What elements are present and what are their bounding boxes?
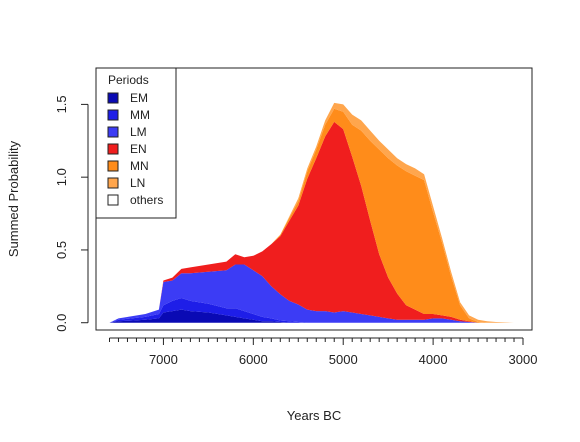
area-ln <box>109 102 523 323</box>
y-axis-label: Summed Probability <box>6 140 21 257</box>
y-tick-label: 1.5 <box>54 95 69 113</box>
legend-label-en: EN <box>130 142 147 156</box>
x-axis-label: Years BC <box>287 408 341 423</box>
legend-swatch-ln <box>107 177 119 189</box>
legend-swatch-others <box>107 194 119 206</box>
x-axis: 7000 6000 5000 4000 3000 <box>108 337 538 367</box>
legend-title: Periods <box>108 73 149 87</box>
legend-swatch-em <box>107 92 119 104</box>
x-tick-label: 7000 <box>149 352 178 367</box>
x-tick-label: 4000 <box>419 352 448 367</box>
area-layers <box>109 102 523 323</box>
area-lm <box>109 264 523 323</box>
legend: Periods EM MM LM EN MN LN others <box>95 67 177 219</box>
y-tick-label: 0.5 <box>54 241 69 259</box>
area-mn <box>109 108 523 323</box>
legend-swatch-mm <box>107 109 119 121</box>
x-tick-label: 5000 <box>329 352 358 367</box>
legend-label-mm: MM <box>130 108 150 122</box>
legend-label-ln: LN <box>130 176 145 190</box>
legend-label-others: others <box>130 193 163 207</box>
legend-swatch-lm <box>107 126 119 138</box>
legend-label-mn: MN <box>130 159 149 173</box>
area-mm <box>109 298 523 323</box>
legend-swatch-en <box>107 143 119 155</box>
y-tick-label: 0.0 <box>54 314 69 332</box>
legend-label-lm: LM <box>130 125 147 139</box>
y-axis: 0.0 0.5 1.0 1.5 <box>54 95 89 332</box>
x-tick-label: 6000 <box>239 352 268 367</box>
legend-label-em: EM <box>130 91 148 105</box>
x-tick-label: 3000 <box>509 352 538 367</box>
y-tick-label: 1.0 <box>54 168 69 186</box>
area-en <box>109 121 523 323</box>
area-em <box>109 309 523 323</box>
legend-swatch-mn <box>107 160 119 172</box>
